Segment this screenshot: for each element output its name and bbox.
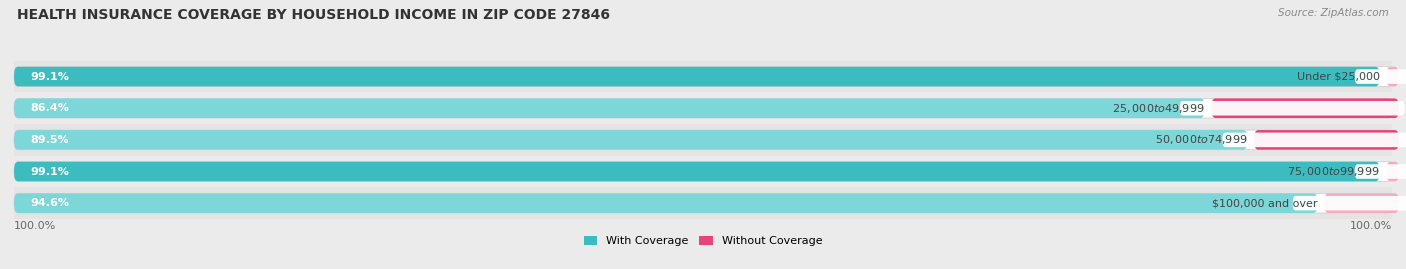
FancyBboxPatch shape xyxy=(1254,130,1399,150)
Text: $50,000 to $74,999: $50,000 to $74,999 xyxy=(1154,133,1247,146)
FancyBboxPatch shape xyxy=(1386,162,1399,181)
Text: $25,000 to $49,999: $25,000 to $49,999 xyxy=(1112,102,1205,115)
FancyBboxPatch shape xyxy=(1180,101,1405,115)
Text: 99.1%: 99.1% xyxy=(31,72,69,82)
FancyBboxPatch shape xyxy=(14,130,1247,150)
Text: $75,000 to $99,999: $75,000 to $99,999 xyxy=(1286,165,1379,178)
FancyBboxPatch shape xyxy=(14,67,1379,86)
FancyBboxPatch shape xyxy=(14,193,1317,213)
Text: 89.5%: 89.5% xyxy=(31,135,69,145)
FancyBboxPatch shape xyxy=(14,67,1392,86)
FancyBboxPatch shape xyxy=(14,193,1392,213)
Bar xyxy=(14,187,1392,219)
Text: Source: ZipAtlas.com: Source: ZipAtlas.com xyxy=(1278,8,1389,18)
FancyBboxPatch shape xyxy=(14,162,1392,181)
Text: $100,000 and over: $100,000 and over xyxy=(1212,198,1317,208)
FancyBboxPatch shape xyxy=(1212,98,1399,118)
FancyBboxPatch shape xyxy=(1324,193,1399,213)
FancyBboxPatch shape xyxy=(14,162,1379,181)
FancyBboxPatch shape xyxy=(1292,196,1406,210)
FancyBboxPatch shape xyxy=(14,130,1392,150)
Text: 94.6%: 94.6% xyxy=(31,198,69,208)
Bar xyxy=(14,61,1392,93)
FancyBboxPatch shape xyxy=(14,98,1392,118)
Text: HEALTH INSURANCE COVERAGE BY HOUSEHOLD INCOME IN ZIP CODE 27846: HEALTH INSURANCE COVERAGE BY HOUSEHOLD I… xyxy=(17,8,610,22)
Text: Under $25,000: Under $25,000 xyxy=(1296,72,1379,82)
Text: 86.4%: 86.4% xyxy=(31,103,69,113)
FancyBboxPatch shape xyxy=(1355,164,1406,179)
Bar xyxy=(14,156,1392,187)
Text: 99.1%: 99.1% xyxy=(31,167,69,176)
Text: 100.0%: 100.0% xyxy=(1350,221,1392,231)
Bar xyxy=(14,124,1392,156)
Legend: With Coverage, Without Coverage: With Coverage, Without Coverage xyxy=(579,231,827,250)
FancyBboxPatch shape xyxy=(1386,67,1399,86)
Bar xyxy=(14,93,1392,124)
FancyBboxPatch shape xyxy=(14,98,1205,118)
FancyBboxPatch shape xyxy=(1355,69,1406,84)
FancyBboxPatch shape xyxy=(1222,133,1406,147)
Text: 100.0%: 100.0% xyxy=(14,221,56,231)
